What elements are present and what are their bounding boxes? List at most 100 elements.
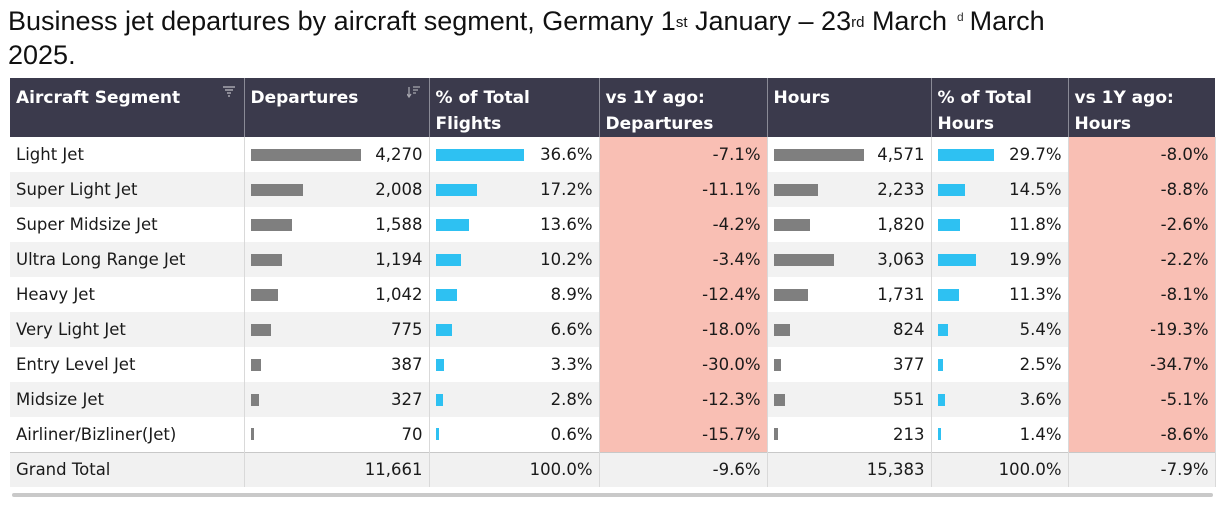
data-table: Aircraft Segment Departures % of Total Fl… [10,78,1216,487]
table-row[interactable]: Midsize Jet 327 2.8% -12.3% 551 3.6% -5.1% [10,382,1216,417]
header-vs-1y-departures[interactable]: vs 1Y ago: Departures [599,78,768,137]
header-label: Flights [435,114,502,134]
table-row[interactable]: Super Light Jet 2,008 17.2% -11.1% 2,233 14.5… [10,172,1216,207]
pct-hours-bar [937,218,960,231]
cell-value: 2,008 [375,180,423,199]
bar-cell: 29.7% [937,145,1062,164]
vs-1y-hours-cell: -8.8% [1068,172,1216,207]
header-pct-total-flights[interactable]: % of Total Flights [429,78,600,137]
bar-cell: 10.2% [435,250,593,269]
hours-bar [773,393,785,406]
table-row[interactable]: Super Midsize Jet 1,588 13.6% -4.2% 1,820 11.… [10,207,1216,242]
vs-1y-departures-cell: -3.4% [599,242,768,277]
hours-bar [773,148,864,161]
table-row[interactable]: Ultra Long Range Jet 1,194 10.2% -3.4% 3,063… [10,242,1216,277]
cell-value: 775 [391,320,423,339]
departures-bar [250,253,282,266]
vs-1y-departures-cell: -11.1% [599,172,768,207]
total-vs-hours: -7.9% [1068,451,1216,487]
cell-value: 1,194 [375,250,423,269]
vs-1y-departures-cell: -30.0% [599,347,768,382]
table-cell: 3,063 [767,242,932,277]
header-pct-total-hours[interactable]: % of Total Hours [931,78,1069,137]
bar-cell: 3,063 [773,250,925,269]
table-cell: 17.2% [429,172,600,207]
bar-cell: 17.2% [435,180,593,199]
bar-cell: 327 [250,390,423,409]
table-cell: 1,042 [244,277,430,312]
table-cell: 327 [244,382,430,417]
pct-flights-bar [435,358,444,371]
total-departures: 11,661 [244,451,430,487]
header-label: Hours [1074,114,1132,134]
segment-label: Super Midsize Jet [10,207,245,242]
vs-1y-departures-cell: -18.0% [599,312,768,347]
cell-value: 5.4% [1019,320,1062,339]
departures-bar [250,428,254,441]
bar-cell: 8.9% [435,285,593,304]
header-departures[interactable]: Departures [244,78,430,137]
table-cell: 551 [767,382,932,417]
hours-bar [773,218,810,231]
header-label: % of Total [435,88,530,108]
header-label: Aircraft Segment [16,88,181,108]
table-cell: 70 [244,417,430,452]
hours-bar [773,253,834,266]
table-cell: 3.3% [429,347,600,382]
bar-cell: 19.9% [937,250,1062,269]
data-table-container: Aircraft Segment Departures % of Total Fl… [10,78,1216,487]
total-pct-flights: 100.0% [429,451,600,487]
bar-cell: 2.5% [937,355,1062,374]
pct-hours-bar [937,358,943,371]
vs-1y-hours-cell: -2.6% [1068,207,1216,242]
cell-value: 377 [893,355,925,374]
table-cell: 387 [244,347,430,382]
cell-value: 1,731 [877,285,925,304]
header-aircraft-segment[interactable]: Aircraft Segment [10,78,245,137]
bar-cell: 4,270 [250,145,423,164]
table-row[interactable]: Heavy Jet 1,042 8.9% -12.4% 1,731 11.3% -8.1% [10,277,1216,312]
hours-bar [773,288,808,301]
sort-descending-icon[interactable] [406,86,421,98]
segment-label: Heavy Jet [10,277,245,312]
vs-1y-departures-cell: -12.4% [599,277,768,312]
header-hours[interactable]: Hours [767,78,932,137]
header-label: Departures [605,114,714,134]
bar-cell: 4,571 [773,145,925,164]
table-row[interactable]: Entry Level Jet 387 3.3% -30.0% 377 2.5% -34.7… [10,347,1216,382]
table-scrollbar[interactable] [12,493,1213,497]
table-row[interactable]: Airliner/Bizliner(Jet) 70 0.6% -15.7% 213 1.4… [10,417,1216,452]
cell-value: 11.8% [1009,215,1062,234]
cell-value: 1,588 [375,215,423,234]
cell-value: 2.5% [1019,355,1062,374]
bar-cell: 11.3% [937,285,1062,304]
title-stray-superscript: d [956,10,964,24]
bar-cell: 1,588 [250,215,423,234]
table-cell: 213 [767,417,932,452]
vs-1y-departures-cell: -15.7% [599,417,768,452]
cell-value: 2.8% [550,390,593,409]
header-vs-1y-hours[interactable]: vs 1Y ago: Hours [1068,78,1215,137]
table-cell: 824 [767,312,932,347]
table-row[interactable]: Very Light Jet 775 6.6% -18.0% 824 5.4% -19.3% [10,312,1216,347]
departures-bar [250,323,271,336]
filter-sort-icon[interactable] [222,86,236,98]
header-label: vs 1Y ago: [1074,88,1174,108]
vs-1y-departures-cell: -12.3% [599,382,768,417]
departures-bar [250,358,261,371]
vs-1y-hours-cell: -5.1% [1068,382,1216,417]
vs-1y-hours-cell: -8.6% [1068,417,1216,452]
hours-bar [773,183,818,196]
cell-value: 17.2% [540,180,593,199]
vs-1y-hours-cell: -2.2% [1068,242,1216,277]
segment-label: Ultra Long Range Jet [10,242,245,277]
vs-1y-hours-cell: -8.1% [1068,277,1216,312]
table-row[interactable]: Light Jet 4,270 36.6% -7.1% 4,571 29.7% -8.0% [10,137,1216,172]
table-cell: 1,588 [244,207,430,242]
vs-1y-hours-cell: -8.0% [1068,137,1216,172]
table-cell: 13.6% [429,207,600,242]
cell-value: 70 [401,424,423,444]
cell-value: 4,270 [375,145,423,164]
cell-value: 387 [391,355,423,374]
bar-cell: 36.6% [435,145,593,164]
